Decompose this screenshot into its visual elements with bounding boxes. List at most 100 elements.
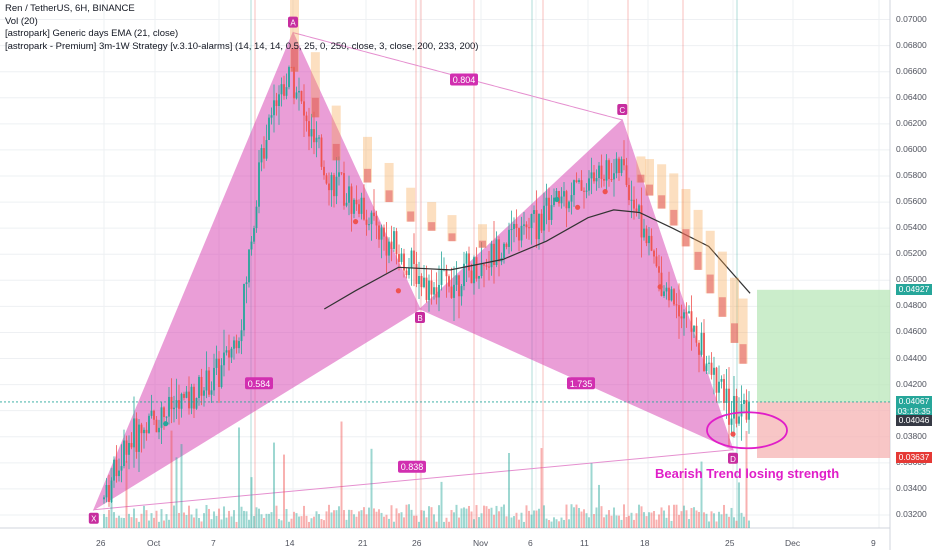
candle-body <box>460 286 463 297</box>
volume-bar <box>320 519 323 528</box>
volume-bar <box>345 519 348 528</box>
candle-body <box>453 284 455 298</box>
volume-bar <box>113 512 115 528</box>
volume-bar <box>470 511 473 528</box>
volume-bar <box>170 430 173 528</box>
candle-body <box>605 160 608 181</box>
volume-bar <box>203 513 205 528</box>
candle-body <box>568 201 570 209</box>
volume-bar <box>578 507 580 528</box>
price-tick-label: 0.04800 <box>896 300 927 311</box>
candle-body <box>600 165 603 179</box>
volume-bar <box>475 505 478 528</box>
volume-bar <box>128 513 130 528</box>
candle-body <box>455 275 458 285</box>
ratio-label-bg <box>398 460 426 473</box>
candle-body <box>585 190 588 192</box>
legend-volume[interactable]: Vol (20) <box>5 15 38 27</box>
volume-bar <box>300 516 303 528</box>
candle-body <box>190 386 193 409</box>
candle-body <box>555 190 558 198</box>
candle-body <box>598 165 600 179</box>
candle-body <box>728 388 730 425</box>
volume-bar <box>488 508 490 528</box>
candle-body <box>208 370 210 395</box>
volume-bar <box>365 514 368 528</box>
legend-ema[interactable]: [astropark] Generic days EMA (21, close) <box>5 28 179 39</box>
volume-bar <box>695 510 698 528</box>
volume-bar <box>130 517 133 528</box>
volume-bar <box>438 505 440 528</box>
time-tick-label: 18 <box>640 538 650 548</box>
volume-bar <box>620 519 623 528</box>
volume-bar <box>400 512 403 528</box>
volume-bar <box>515 512 518 528</box>
volume-bar <box>645 516 648 528</box>
volume-bar <box>368 507 370 528</box>
ratio-label: 0.584 <box>248 379 271 389</box>
candle-body <box>138 424 140 452</box>
volume-bar <box>350 509 353 528</box>
strategy-band <box>717 251 727 317</box>
legend-strategy[interactable]: [astropark - Premium] 3m-1W Strategy [v.… <box>5 40 479 52</box>
volume-bar <box>455 504 458 528</box>
strategy-band <box>363 136 372 183</box>
candle-body <box>193 386 195 409</box>
candle-body <box>415 264 418 284</box>
candle-body <box>670 289 673 301</box>
candle-body <box>540 213 543 231</box>
volume-bar <box>630 512 633 528</box>
candle-body <box>700 332 703 355</box>
strategy-block <box>658 195 666 209</box>
time-tick-label: Nov <box>473 538 489 548</box>
candle-body <box>183 393 185 398</box>
volume-bar <box>168 519 170 528</box>
price-tick-label: 0.04200 <box>896 378 927 389</box>
candle-body <box>628 184 630 201</box>
pattern-point-label: A <box>290 19 296 28</box>
candle-body <box>195 398 198 409</box>
volume-bar <box>565 504 568 528</box>
candle-body <box>263 148 265 159</box>
candle-body <box>673 289 675 305</box>
candle-body <box>268 117 270 141</box>
volume-bar <box>225 517 228 528</box>
volume-bar <box>618 515 620 528</box>
candle-body <box>425 277 428 300</box>
volume-bar <box>178 512 180 528</box>
candle-body <box>185 391 188 398</box>
strategy-block <box>670 209 678 226</box>
volume-bar <box>653 511 655 528</box>
candle-body <box>133 418 135 448</box>
ratio-label-bg <box>567 377 595 390</box>
volume-bar <box>510 517 513 528</box>
candle-body <box>690 311 693 332</box>
volume-bar <box>403 517 405 528</box>
candle-body <box>428 280 430 300</box>
volume-bar <box>240 506 243 528</box>
volume-bar <box>295 513 298 528</box>
candle-body <box>375 216 378 226</box>
candle-body <box>475 257 478 279</box>
candle-body <box>333 175 335 197</box>
time-tick-label: 14 <box>285 538 295 548</box>
signal-dot <box>163 421 169 427</box>
volume-bar <box>200 521 203 528</box>
volume-bar <box>288 521 290 528</box>
volume-bar <box>680 511 683 528</box>
legend-symbol[interactable]: Ren / TetherUS, 6H, BINANCE <box>5 3 135 14</box>
candle-body <box>248 249 250 283</box>
volume-bar <box>573 507 575 528</box>
volume-bar <box>143 505 145 528</box>
volume-bar <box>110 467 113 528</box>
candle-body <box>623 159 625 166</box>
candle-body <box>118 470 120 477</box>
volume-bar <box>450 509 453 528</box>
candle-body <box>738 416 740 424</box>
candle-body <box>535 210 538 240</box>
volume-bar <box>530 514 533 528</box>
candle-body <box>408 267 410 276</box>
pattern-point-bg <box>288 16 298 28</box>
candle-body <box>510 229 513 231</box>
